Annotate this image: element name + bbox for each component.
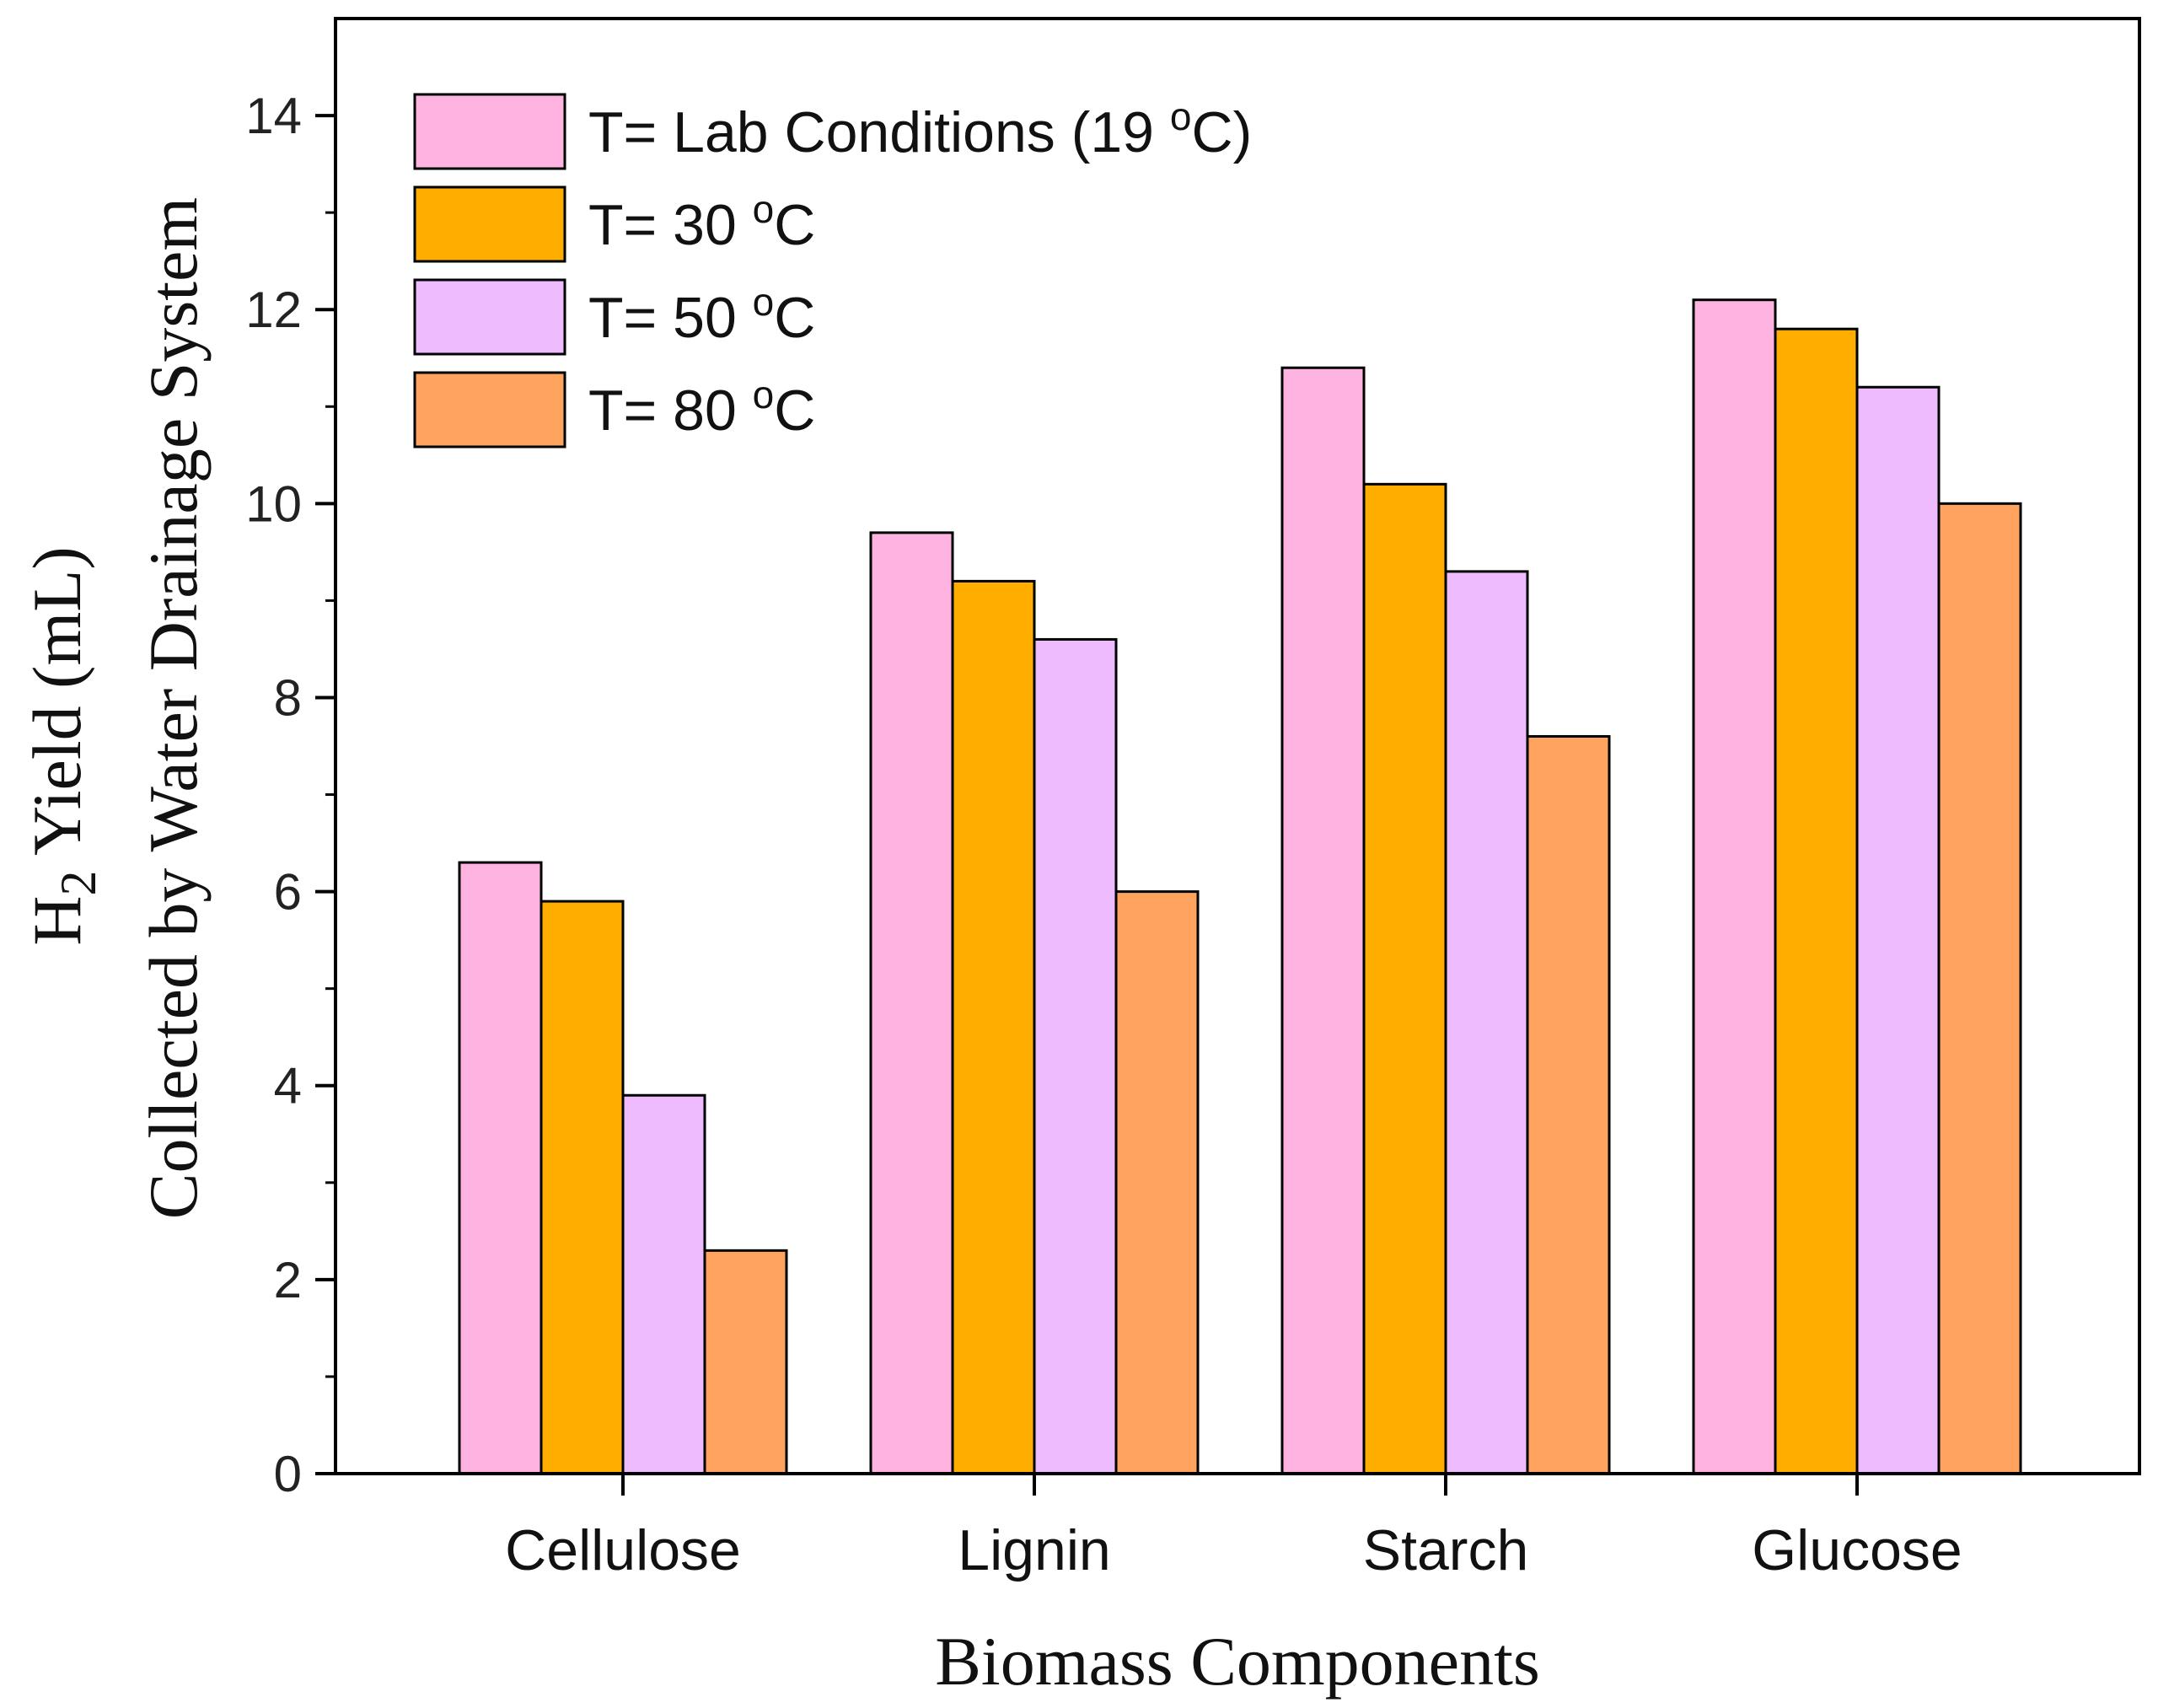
y-tick-label: 0 [274, 1446, 302, 1502]
legend-label-series-1: T= Lab Conditions (19 oC) [588, 94, 1252, 164]
y-tick-label: 4 [274, 1058, 302, 1114]
y-axis-title-subscript: 2 [51, 870, 106, 895]
x-tick-label-cellulose: Cellulose [505, 1518, 741, 1582]
y-tick-label: 6 [274, 864, 302, 921]
bar-cellulose-series-1 [458, 861, 543, 1475]
bar-starch-series-3 [1444, 570, 1529, 1475]
x-tick-label-starch: Starch [1363, 1518, 1529, 1582]
bar-starch-series-2 [1362, 482, 1447, 1475]
y-axis: 0 2 4 6 8 10 12 14 [245, 88, 336, 1502]
legend-label-series-2: T= 30 oC [588, 187, 815, 257]
legend-swatch-series-4 [413, 371, 566, 448]
bar-glucose-series-4 [1937, 502, 2022, 1475]
y-axis-title-line1: H2 Yield (mL) [19, 546, 106, 945]
bar-cellulose-series-2 [540, 900, 625, 1475]
bar-lignin-series-3 [1033, 637, 1118, 1475]
y-axis-title: H2 Yield (mL) [19, 546, 106, 945]
x-axis-title: Biomass Components [935, 1623, 1540, 1700]
bar-lignin-series-2 [951, 579, 1036, 1475]
bar-lignin-series-4 [1114, 890, 1200, 1475]
bar-starch-series-1 [1280, 366, 1366, 1475]
bars-layer [458, 298, 2022, 1475]
bar-cellulose-series-4 [703, 1249, 788, 1475]
bar-starch-series-4 [1526, 734, 1611, 1475]
legend: T= Lab Conditions (19 oC) T= 30 oC T= 50 o… [413, 93, 1252, 448]
y-axis-title-line2: Collected by Water Drainage System [135, 197, 212, 1219]
legend-label-series-3: T= 50 oC [588, 280, 815, 350]
y-tick-label: 2 [274, 1252, 302, 1308]
y-tick-label: 14 [245, 88, 302, 144]
x-tick-label-glucose: Glucose [1752, 1518, 1962, 1582]
y-tick-label: 8 [274, 669, 302, 726]
y-tick-label: 12 [245, 282, 302, 338]
legend-swatch-series-1 [413, 93, 566, 170]
bar-cellulose-series-3 [621, 1093, 706, 1475]
x-tick-label-lignin: Lignin [958, 1518, 1111, 1582]
legend-swatch-series-3 [413, 278, 566, 356]
plot-area-frame [334, 17, 2141, 1475]
bar-glucose-series-2 [1774, 327, 1859, 1475]
bar-glucose-series-1 [1692, 298, 1777, 1475]
legend-label-series-4: T= 80 oC [588, 373, 815, 443]
legend-swatch-series-2 [413, 185, 566, 263]
y-tick-label: 10 [245, 475, 302, 532]
bar-lignin-series-1 [869, 531, 954, 1475]
x-axis: Cellulose Lignin Starch Glucose [505, 1474, 1962, 1582]
bar-glucose-series-3 [1855, 385, 1941, 1475]
